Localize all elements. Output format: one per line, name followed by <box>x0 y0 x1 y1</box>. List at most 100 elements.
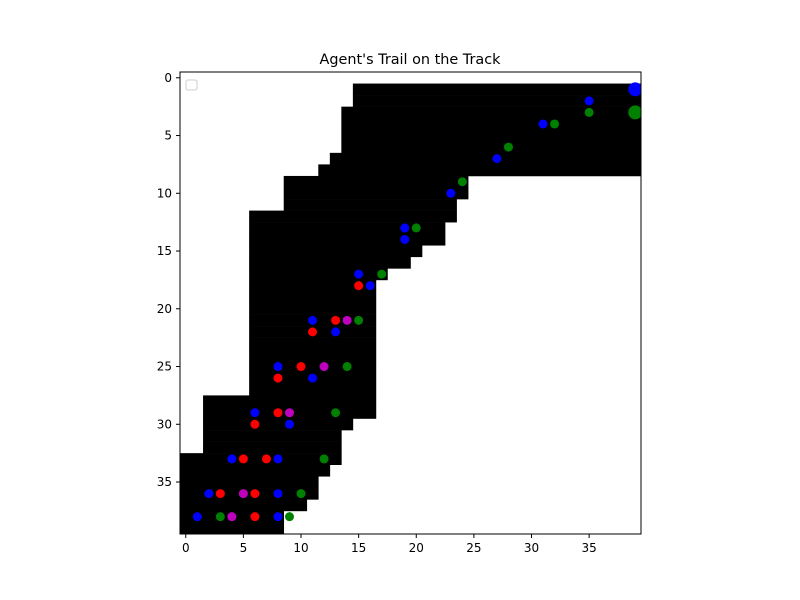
x-tick-label: 10 <box>293 541 308 555</box>
trail-point <box>354 281 364 291</box>
axes-frame <box>179 71 642 535</box>
trail-point <box>215 512 225 522</box>
y-tick-label: 10 <box>157 186 172 200</box>
trail-point <box>492 154 502 164</box>
track-row <box>249 210 457 223</box>
axes: 0 5 10 15 20 25 30 35 0 5 10 15 20 25 30 35 <box>157 71 642 555</box>
trail-point <box>273 512 283 522</box>
trail-point <box>342 315 352 325</box>
track-row <box>249 349 377 362</box>
track-row <box>203 418 354 431</box>
trail-point <box>342 362 352 372</box>
trail-point <box>192 512 202 522</box>
track-row <box>283 187 469 200</box>
x-tick-label: 30 <box>524 541 539 555</box>
trail-point <box>628 105 641 120</box>
track-row <box>249 337 377 350</box>
x-tick-label: 35 <box>581 541 596 555</box>
trail-point <box>400 223 410 233</box>
track-row <box>203 430 342 442</box>
trail-point <box>215 489 225 499</box>
trail-point <box>411 223 421 233</box>
trail-point <box>238 489 248 499</box>
trail-point <box>250 489 260 499</box>
trail-point <box>538 119 548 129</box>
track-row <box>180 487 319 500</box>
track-row <box>352 95 641 107</box>
trail-point <box>227 454 237 464</box>
track-row <box>249 279 377 292</box>
trail-point <box>308 373 318 383</box>
trail-point <box>446 188 456 198</box>
trail-point <box>319 454 329 464</box>
x-tick-label: 0 <box>182 541 190 555</box>
x-tick-label: 25 <box>466 541 481 555</box>
track-row <box>249 222 446 234</box>
trail-point <box>296 489 306 499</box>
y-tick-label: 15 <box>157 244 172 258</box>
track-row <box>283 175 469 188</box>
track-row <box>341 129 641 142</box>
track-row <box>249 268 388 281</box>
trail-point <box>584 107 594 117</box>
trail-point <box>204 489 214 499</box>
track-row <box>249 233 446 246</box>
track-row <box>180 476 319 489</box>
trail-point <box>584 96 594 106</box>
trail-point <box>250 512 260 522</box>
x-tick-label: 5 <box>240 541 248 555</box>
trail-point <box>273 454 283 464</box>
trail-point <box>331 315 341 325</box>
track-row <box>180 510 285 523</box>
track-row <box>203 441 342 454</box>
trail-point <box>238 454 248 464</box>
trail-point <box>250 419 260 429</box>
track-row <box>283 199 457 211</box>
y-tick-label: 5 <box>164 129 172 143</box>
trail-point <box>628 82 641 97</box>
trail-point <box>319 362 329 372</box>
y-tick-label: 35 <box>157 475 172 489</box>
track-row <box>341 141 641 154</box>
track-row <box>180 522 285 534</box>
track-row <box>329 152 641 165</box>
trail-point <box>550 119 560 129</box>
trail-point <box>284 408 294 418</box>
trail-point <box>400 234 410 244</box>
trail-point <box>284 512 294 522</box>
trail-point <box>250 408 260 418</box>
track-row <box>180 464 331 477</box>
track-row <box>249 303 377 315</box>
track-row <box>203 395 377 408</box>
trail-point <box>227 512 237 522</box>
track-row <box>249 360 377 373</box>
trail-point <box>354 315 364 325</box>
trail-point <box>308 327 318 337</box>
track-row <box>180 499 308 512</box>
trail-point <box>331 327 341 337</box>
trail-point <box>377 269 387 279</box>
track-row <box>341 118 641 131</box>
trail-point <box>284 419 294 429</box>
y-tick-label: 0 <box>164 71 172 85</box>
y-tick-label: 25 <box>157 360 172 374</box>
track-row <box>249 245 423 258</box>
trail-point <box>261 454 271 464</box>
x-tick-label: 20 <box>409 541 424 555</box>
trail-point <box>354 269 364 279</box>
x-tick-label: 15 <box>351 541 366 555</box>
y-tick-label: 20 <box>157 302 172 316</box>
track-row <box>180 453 342 465</box>
legend-box <box>185 79 198 91</box>
trail-point <box>273 408 283 418</box>
plot-area <box>180 82 641 534</box>
trail-point <box>296 362 306 372</box>
chart-title: Agent's Trail on the Track <box>320 52 502 68</box>
track-row <box>352 83 641 96</box>
trail-point <box>273 489 283 499</box>
trail-point <box>331 408 341 418</box>
track-row <box>249 256 411 269</box>
trail-point <box>273 373 283 383</box>
track-row <box>318 164 641 177</box>
